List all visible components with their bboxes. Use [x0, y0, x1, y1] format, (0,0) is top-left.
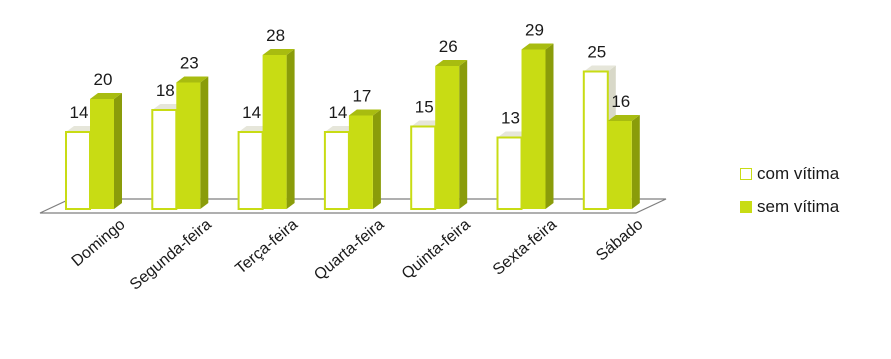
bar-sem-vitima-sexta-feira	[521, 43, 554, 209]
data-label-sem-vitima-terca-feira: 28	[266, 26, 285, 45]
legend-swatch-sem-vitima	[740, 201, 752, 213]
bar-front-face	[496, 136, 523, 210]
bar-front-face	[323, 131, 350, 210]
bar-front-face	[90, 99, 114, 209]
category-label-quarta-feira: Quarta-feira	[311, 216, 387, 284]
bar-top-face	[607, 115, 640, 121]
data-label-sem-vitima-sexta-feira: 29	[525, 21, 544, 40]
category-label-quinta-feira: Quinta-feira	[399, 216, 474, 283]
legend-label-sem-vitima: sem vítima	[757, 197, 840, 216]
data-label-com-vitima-domingo: 14	[70, 103, 89, 122]
category-label-domingo: Domingo	[69, 216, 129, 270]
data-label-sem-vitima-segunda-feira: 23	[180, 54, 199, 73]
bar-top-face	[435, 60, 468, 66]
bar-sem-vitima-terca-feira	[262, 49, 295, 209]
category-label-sabado: Sábado	[593, 216, 646, 265]
bar-front-face	[607, 121, 632, 209]
bar-sem-vitima-quarta-feira	[348, 109, 381, 209]
bar-side-face	[545, 43, 554, 209]
category-label-terca-feira: Terça-feira	[232, 216, 301, 278]
legend-label-com-vitima: com vítima	[757, 164, 840, 183]
bar-top-face	[176, 76, 209, 83]
bar-top-face	[521, 43, 554, 50]
bar-sem-vitima-domingo	[90, 93, 122, 209]
bar-front-face	[521, 49, 546, 209]
bars	[65, 43, 640, 210]
legend-swatch-com-vitima	[740, 168, 752, 180]
bar-side-face	[114, 93, 122, 209]
data-labels: 14 20 18 23 14 28 14 17 15 26 13 29 25 16	[70, 21, 631, 128]
bar-front-face	[410, 125, 437, 210]
bar-front-face	[65, 131, 91, 210]
bar-front-face	[582, 70, 609, 210]
bar-sem-vitima-quinta-feira	[435, 60, 468, 209]
bar-side-face	[372, 109, 381, 209]
data-label-sem-vitima-quarta-feira: 17	[352, 87, 371, 106]
bar-side-face	[200, 76, 209, 209]
bar-front-face	[262, 55, 287, 209]
bar-front-face	[348, 115, 373, 209]
bar-side-face	[631, 115, 640, 209]
bar-front-face	[435, 66, 460, 209]
bar-top-face	[583, 65, 616, 72]
bar-top-face	[90, 93, 122, 99]
bar-sem-vitima-segunda-feira	[176, 76, 209, 209]
data-label-sem-vitima-quinta-feira: 26	[439, 37, 458, 56]
data-label-com-vitima-quinta-feira: 15	[415, 98, 434, 117]
legend: com vítima sem vítima	[740, 163, 839, 229]
category-label-sexta-feira: Sexta-feira	[490, 216, 560, 279]
bar-side-face	[459, 60, 468, 209]
data-label-sem-vitima-domingo: 20	[94, 70, 113, 89]
bar-sem-vitima-sabado	[607, 115, 640, 209]
bar-front-face	[176, 82, 201, 209]
bar-side-face	[286, 49, 295, 209]
data-label-com-vitima-segunda-feira: 18	[156, 81, 175, 100]
data-label-com-vitima-terca-feira: 14	[242, 103, 261, 122]
data-label-sem-vitima-sabado: 16	[611, 92, 630, 111]
bar-front-face	[237, 131, 264, 210]
legend-item-com-vitima: com vítima	[740, 163, 839, 185]
bar-top-face	[262, 49, 295, 55]
data-label-com-vitima-quarta-feira: 14	[328, 103, 347, 122]
category-label-segunda-feira: Segunda-feira	[127, 216, 215, 294]
data-label-com-vitima-sabado: 25	[587, 43, 606, 62]
legend-item-sem-vitima: sem vítima	[740, 196, 839, 218]
bar-front-face	[151, 109, 178, 210]
data-label-com-vitima-sexta-feira: 13	[501, 109, 520, 128]
bar-top-face	[348, 109, 381, 116]
